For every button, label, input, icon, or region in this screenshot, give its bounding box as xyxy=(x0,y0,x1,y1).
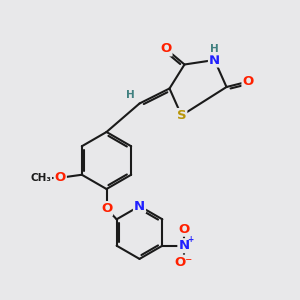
Text: N: N xyxy=(178,239,190,252)
Text: CH₃: CH₃ xyxy=(30,173,51,183)
Text: O: O xyxy=(160,42,172,56)
Text: O: O xyxy=(242,75,254,88)
Text: S: S xyxy=(177,109,186,122)
Text: +: + xyxy=(188,235,194,244)
Text: O: O xyxy=(178,223,190,236)
Text: N: N xyxy=(134,200,145,213)
Text: N: N xyxy=(209,53,220,67)
Text: H: H xyxy=(126,90,135,100)
Text: O: O xyxy=(55,171,66,184)
Text: O⁻: O⁻ xyxy=(175,256,193,269)
Text: H: H xyxy=(210,44,219,55)
Text: O: O xyxy=(101,202,112,215)
